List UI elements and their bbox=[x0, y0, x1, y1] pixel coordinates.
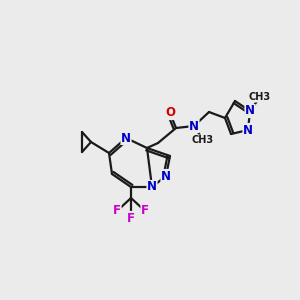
Text: CH3: CH3 bbox=[249, 92, 271, 102]
Text: N: N bbox=[245, 104, 255, 118]
Text: F: F bbox=[141, 205, 149, 218]
Text: O: O bbox=[165, 106, 175, 119]
Text: N: N bbox=[161, 169, 171, 182]
Text: N: N bbox=[121, 131, 131, 145]
Text: F: F bbox=[113, 205, 121, 218]
Text: N: N bbox=[147, 181, 157, 194]
Text: N: N bbox=[189, 119, 199, 133]
Text: F: F bbox=[127, 212, 135, 224]
Text: CH3: CH3 bbox=[192, 135, 214, 145]
Text: N: N bbox=[243, 124, 253, 136]
